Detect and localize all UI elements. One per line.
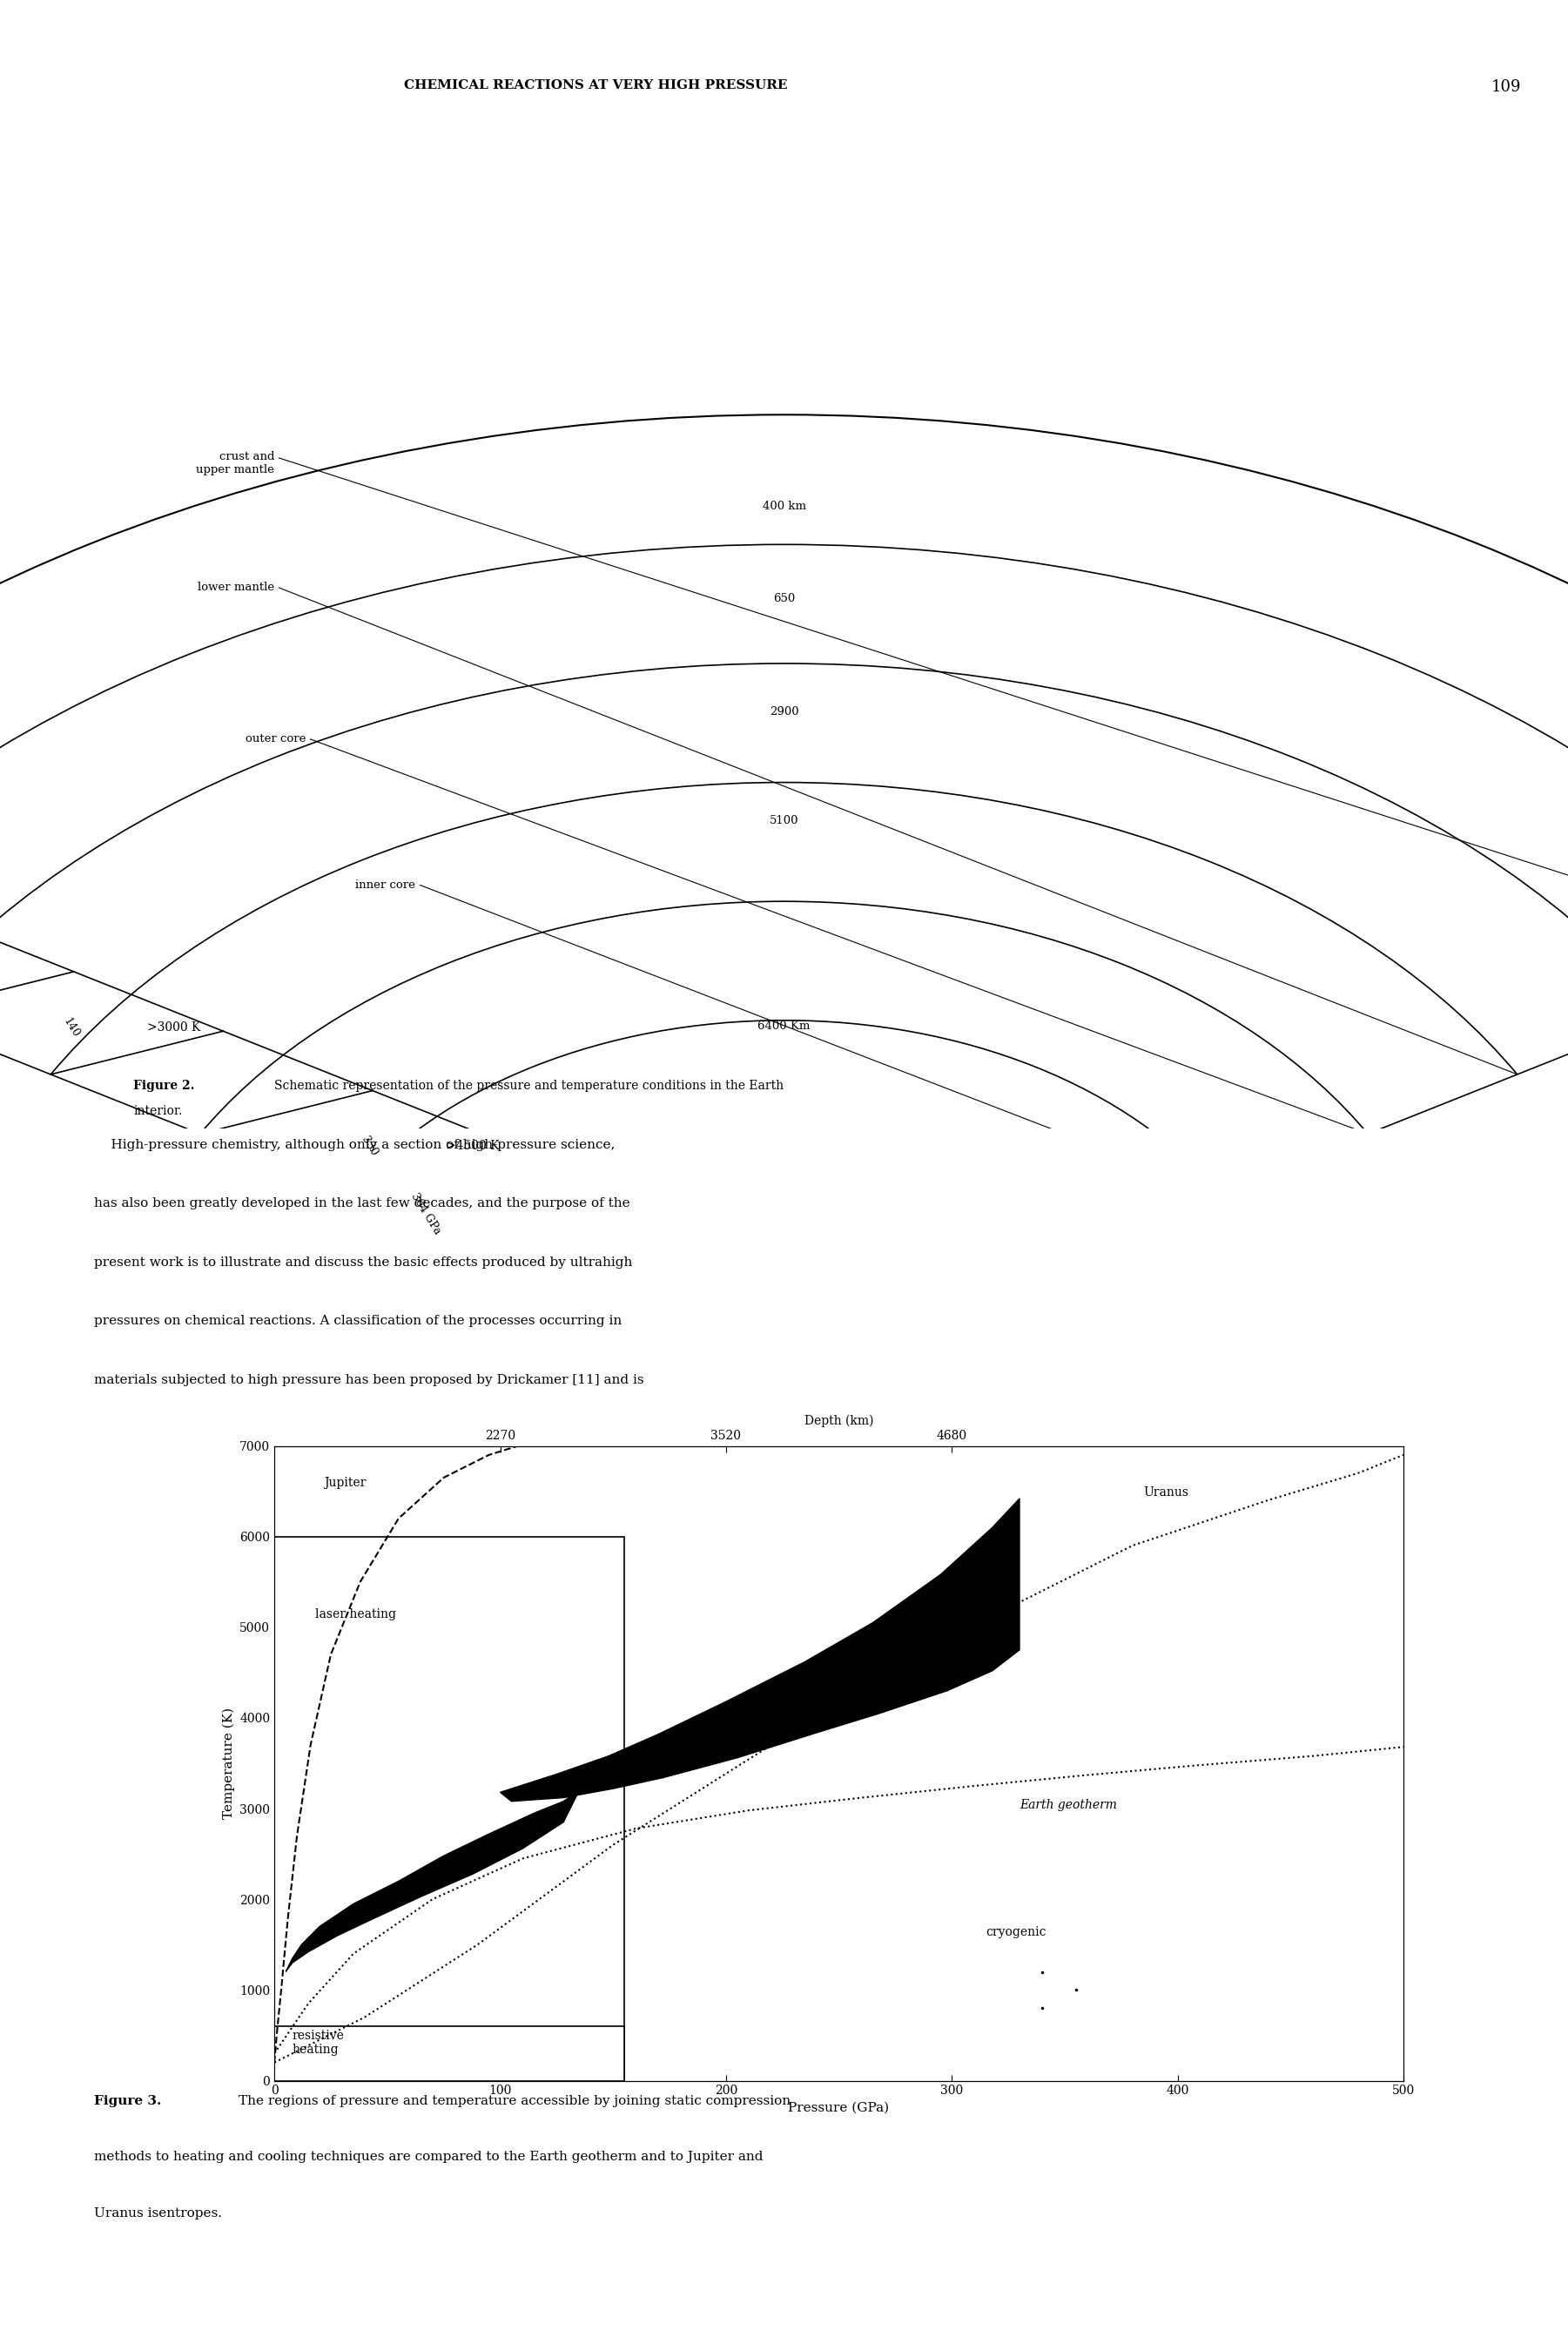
Text: 2900: 2900 bbox=[770, 705, 798, 717]
Text: present work is to illustrate and discuss the basic effects produced by ultrahig: present work is to illustrate and discus… bbox=[94, 1255, 632, 1270]
Text: CHEMICAL REACTIONS AT VERY HIGH PRESSURE: CHEMICAL REACTIONS AT VERY HIGH PRESSURE bbox=[405, 80, 787, 92]
Text: outer core: outer core bbox=[245, 734, 306, 745]
Text: Uranus: Uranus bbox=[1143, 1486, 1189, 1498]
Text: lower mantle: lower mantle bbox=[198, 583, 274, 592]
Text: >3000 K: >3000 K bbox=[147, 1020, 201, 1034]
Text: >4500 K: >4500 K bbox=[445, 1140, 499, 1152]
Text: inner core: inner core bbox=[356, 879, 416, 891]
Text: 6400 Km: 6400 Km bbox=[757, 1020, 811, 1032]
Text: 650: 650 bbox=[773, 592, 795, 604]
Text: mantle: mantle bbox=[361, 1836, 403, 1848]
Text: laser heating: laser heating bbox=[315, 1608, 397, 1620]
Text: 5100: 5100 bbox=[770, 813, 798, 825]
Text: 140: 140 bbox=[61, 1016, 82, 1039]
Text: resistive
heating: resistive heating bbox=[293, 2029, 345, 2057]
Polygon shape bbox=[285, 1791, 579, 1972]
X-axis label: Pressure (GPa): Pressure (GPa) bbox=[789, 2102, 889, 2114]
Text: 400 km: 400 km bbox=[762, 501, 806, 513]
Text: Schematic representation of the pressure and temperature conditions in the Earth: Schematic representation of the pressure… bbox=[274, 1079, 784, 1091]
Text: Figure 2.: Figure 2. bbox=[133, 1079, 194, 1091]
Text: cryogenic: cryogenic bbox=[986, 1925, 1046, 1937]
Text: 330: 330 bbox=[359, 1136, 379, 1159]
Text: methods to heating and cooling techniques are compared to the Earth geotherm and: methods to heating and cooling technique… bbox=[94, 2151, 764, 2163]
Text: has also been greatly developed in the last few decades, and the purpose of the: has also been greatly developed in the l… bbox=[94, 1197, 630, 1211]
Text: The regions of pressure and temperature accessible by joining static compression: The regions of pressure and temperature … bbox=[238, 2095, 790, 2106]
Polygon shape bbox=[500, 1498, 1019, 1801]
Text: 109: 109 bbox=[1491, 80, 1521, 94]
Text: High-pressure chemistry, although only a section of high-pressure science,: High-pressure chemistry, although only a… bbox=[94, 1138, 615, 1152]
Text: core: core bbox=[707, 1613, 735, 1625]
Text: Uranus isentropes.: Uranus isentropes. bbox=[94, 2208, 223, 2219]
Bar bbox=[274, 2027, 624, 2081]
Y-axis label: Temperature (K): Temperature (K) bbox=[223, 1707, 235, 1820]
Text: Jupiter: Jupiter bbox=[325, 1476, 367, 1488]
Text: Figure 3.: Figure 3. bbox=[94, 2095, 162, 2106]
Text: Earth geotherm: Earth geotherm bbox=[1019, 1799, 1116, 1810]
Text: materials subjected to high pressure has been proposed by Drickamer [11] and is: materials subjected to high pressure has… bbox=[94, 1373, 644, 1387]
X-axis label: Depth (km): Depth (km) bbox=[804, 1415, 873, 1427]
Bar bbox=[274, 1538, 624, 2081]
Text: interior.: interior. bbox=[133, 1105, 182, 1117]
Text: pressures on chemical reactions. A classification of the processes occurring in: pressures on chemical reactions. A class… bbox=[94, 1314, 622, 1328]
Text: 364 GPa: 364 GPa bbox=[409, 1192, 444, 1237]
Text: crust and
upper mantle: crust and upper mantle bbox=[196, 451, 274, 475]
